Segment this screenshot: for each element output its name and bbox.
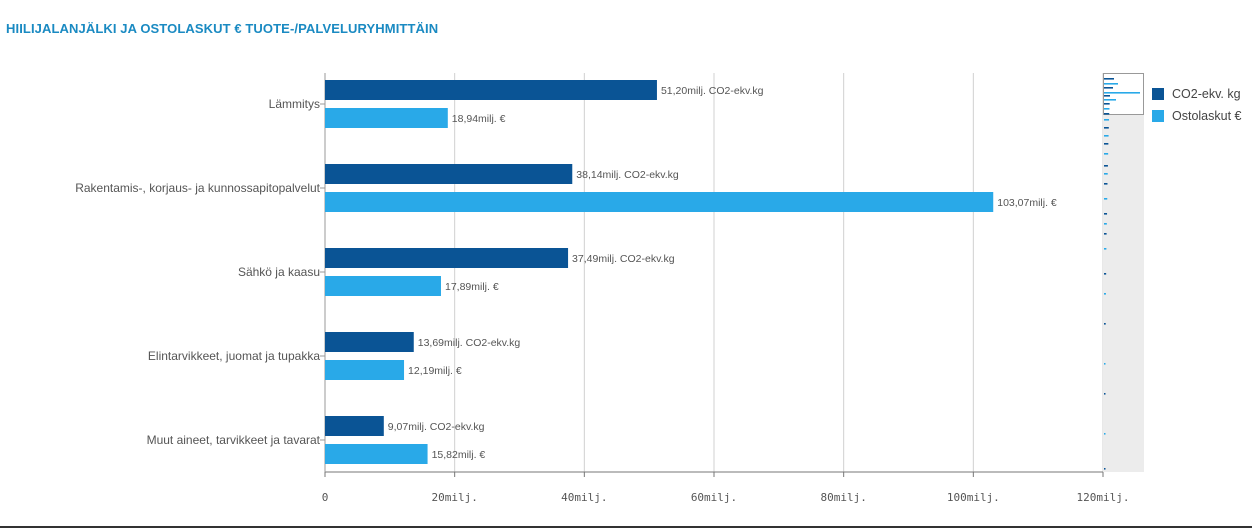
bottom-rule: [0, 526, 1252, 528]
category-label: Rakentamis-, korjaus- ja kunnossapitopal…: [75, 181, 320, 195]
legend-item-co2[interactable]: CO2-ekv. kg: [1152, 83, 1241, 105]
x-tick-label: 80milj.: [820, 491, 866, 504]
scroll-overview-bar: [1104, 165, 1108, 167]
x-tick-label: 20milj.: [431, 491, 477, 504]
scroll-overview-bar: [1104, 127, 1109, 129]
data-label: 17,89milj. €: [445, 281, 499, 293]
scroll-overview-bar: [1104, 323, 1106, 325]
data-label: 13,69milj. CO2-ekv.kg: [418, 337, 521, 349]
scroll-thumb: [1103, 73, 1144, 115]
legend-item-ostolaskut[interactable]: Ostolaskut €: [1152, 105, 1241, 127]
data-label: 15,82milj. €: [432, 449, 486, 461]
data-label: 51,20milj. CO2-ekv.kg: [661, 85, 764, 97]
data-label: 38,14milj. CO2-ekv.kg: [576, 169, 679, 181]
scroll-overview-bar: [1104, 108, 1110, 110]
bar: [325, 360, 405, 380]
x-tick-label: 120milj.: [1077, 491, 1130, 504]
data-label: 103,07milj. €: [997, 197, 1057, 209]
scroll-overview: [1103, 73, 1144, 472]
scroll-overview-bar: [1104, 103, 1110, 105]
scroll-overview-bar: [1104, 83, 1118, 85]
scroll-overview-bar: [1104, 363, 1106, 365]
bar: [325, 416, 384, 436]
scroll-overview-bar: [1104, 233, 1107, 235]
scroll-overview-bar: [1104, 143, 1109, 145]
scroll-overview-bar: [1104, 393, 1106, 395]
data-label: 12,19milj. €: [408, 365, 462, 377]
bar: [325, 80, 657, 100]
legend: CO2-ekv. kg Ostolaskut €: [1152, 83, 1241, 127]
bar: [325, 444, 428, 464]
bar: [325, 248, 569, 268]
scroll-overview-bar: [1104, 183, 1108, 185]
bar: [325, 108, 448, 128]
category-label: Elintarvikkeet, juomat ja tupakka: [148, 349, 320, 363]
scroll-overview-bar: [1104, 99, 1116, 101]
bar: [325, 192, 994, 212]
x-tick-label: 0: [322, 491, 329, 504]
scroll-overview-bar: [1104, 293, 1106, 295]
scroll-overview-bar: [1104, 468, 1106, 470]
chart-title: HIILIJALANJÄLKI JA OSTOLASKUT € TUOTE-/P…: [6, 21, 439, 36]
scroll-overview-bar: [1104, 223, 1107, 225]
data-label: 18,94milj. €: [452, 113, 506, 125]
scroll-overview-bar: [1104, 198, 1108, 200]
scroll-overview-bar: [1104, 153, 1109, 155]
scroll-overview-bar: [1104, 135, 1109, 137]
bar: [325, 276, 441, 296]
scroll-overview-bar: [1104, 92, 1140, 94]
data-label: 9,07milj. CO2-ekv.kg: [388, 421, 485, 433]
category-label: Lämmitys: [269, 97, 320, 111]
scroll-overview-bar: [1104, 248, 1107, 250]
scroll-overview-bar: [1104, 113, 1110, 115]
scroll-overview-bar: [1104, 173, 1108, 175]
legend-label-co2: CO2-ekv. kg: [1172, 87, 1241, 101]
legend-label-ostolaskut: Ostolaskut €: [1172, 109, 1242, 123]
data-label: 37,49milj. CO2-ekv.kg: [572, 253, 675, 265]
category-label: Sähkö ja kaasu: [238, 265, 320, 279]
category-label: Muut aineet, tarvikkeet ja tavarat: [147, 433, 321, 447]
scroll-overview-bar: [1104, 273, 1107, 275]
scroll-overview-bar: [1104, 78, 1114, 80]
scroll-overview-bar: [1104, 213, 1108, 215]
bar: [325, 332, 414, 352]
scroll-overview-bar: [1104, 95, 1110, 97]
scroll-overview-bar: [1104, 119, 1110, 121]
legend-swatch-ostolaskut: [1152, 110, 1164, 122]
scroll-overview-bar: [1104, 87, 1113, 89]
x-tick-label: 40milj.: [561, 491, 607, 504]
scroll-overview-bar: [1104, 433, 1106, 435]
legend-swatch-co2: [1152, 88, 1164, 100]
x-tick-label: 60milj.: [691, 491, 737, 504]
x-tick-label: 100milj.: [947, 491, 1000, 504]
bar: [325, 164, 573, 184]
